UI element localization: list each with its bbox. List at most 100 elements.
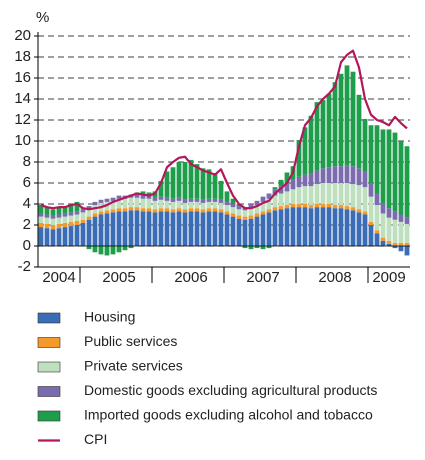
bar-segment: [128, 210, 134, 246]
bar-segment: [110, 197, 116, 201]
bar-segment: [356, 212, 362, 246]
bar-segment: [392, 211, 398, 220]
bar-segment: [242, 216, 248, 220]
bar-segment: [218, 209, 224, 213]
bar-segment: [344, 209, 350, 246]
bar-segment: [182, 199, 188, 203]
bar-segment: [404, 223, 410, 243]
bar-segment: [128, 197, 134, 208]
bar-segment: [44, 214, 50, 218]
bar-segment: [308, 115, 314, 174]
bar-segment: [152, 200, 158, 210]
bar-segment: [140, 211, 146, 246]
bar-segment: [68, 226, 74, 246]
bar-segment: [350, 166, 356, 185]
bar-segment: [86, 206, 92, 210]
bar-segment: [92, 216, 98, 246]
bar-segment: [74, 225, 80, 246]
bar-segment: [368, 225, 374, 246]
bar-segment: [254, 213, 260, 217]
bar-segment: [56, 207, 62, 215]
bar-segment: [152, 209, 158, 213]
bar-segment: [134, 197, 140, 208]
bar-segment: [284, 183, 290, 192]
bar-segment: [194, 208, 200, 212]
bar-segment: [260, 211, 266, 215]
bar-segment: [230, 216, 236, 246]
bar-segment: [248, 204, 254, 209]
bar-segment: [248, 208, 254, 216]
bar-segment: [236, 218, 242, 246]
bar-segment: [320, 168, 326, 183]
bar-segment: [38, 227, 44, 246]
legend-label: Imported goods excluding alcohol and tob…: [84, 407, 373, 423]
bar-segment: [254, 246, 260, 249]
bar-segment: [314, 207, 320, 246]
bar-segment: [92, 213, 98, 217]
bar-segment: [398, 141, 404, 215]
bar-segment: [128, 207, 134, 211]
bar-segment: [206, 169, 212, 199]
bar-segment: [308, 208, 314, 246]
y-tick-label: 12: [14, 111, 31, 128]
bar-segment: [332, 82, 338, 167]
bar-segment: [98, 199, 104, 203]
bar-segment: [404, 217, 410, 224]
bar-segment: [50, 215, 56, 219]
bar-segment: [98, 246, 104, 255]
bar-segment: [260, 196, 266, 202]
bar-segment: [116, 195, 122, 199]
bar-segment: [284, 208, 290, 246]
bar-segment: [290, 204, 296, 208]
bar-segment: [230, 198, 236, 204]
bar-segment: [386, 208, 392, 218]
bar-segment: [200, 202, 206, 210]
bar-segment: [320, 100, 326, 169]
bar-segment: [158, 211, 164, 246]
legend-swatch: [37, 337, 61, 348]
bar-segment: [314, 204, 320, 208]
bar-segment: [296, 176, 302, 188]
bar-segment: [344, 165, 350, 183]
bar-segment: [176, 208, 182, 212]
y-tick-label: 14: [14, 90, 31, 107]
bar-segment: [206, 208, 212, 212]
bar-segment: [326, 167, 332, 183]
y-tick-label: 6: [23, 174, 31, 191]
bar-segment: [56, 217, 62, 224]
bar-segment: [344, 206, 350, 210]
bar-segment: [182, 209, 188, 213]
bar-segment: [284, 205, 290, 209]
bar-segment: [236, 215, 242, 219]
bar-segment: [242, 246, 248, 249]
bar-segment: [104, 198, 110, 202]
bar-segment: [44, 228, 50, 246]
bar-segment: [176, 197, 182, 201]
bar-segment: [104, 213, 110, 246]
bar-segment: [266, 246, 272, 249]
bar-segment: [176, 211, 182, 246]
bar-segment: [278, 209, 284, 246]
bar-segment: [188, 208, 194, 212]
y-tick-label: 16: [14, 69, 31, 86]
bar-segment: [200, 209, 206, 213]
bar-segment: [374, 205, 380, 231]
bar-segment: [122, 246, 128, 251]
legend-label: Public services: [84, 333, 177, 349]
bar-segment: [398, 246, 404, 252]
bar-segment: [92, 246, 98, 253]
bar-segment: [116, 198, 122, 209]
bar-segment: [380, 129, 386, 203]
bar-segment: [110, 246, 116, 255]
bar-segment: [326, 204, 332, 208]
bar-segment: [356, 168, 362, 186]
bar-segment: [290, 189, 296, 204]
bar-segment: [398, 214, 404, 222]
bar-segment: [296, 207, 302, 246]
bar-segment: [134, 210, 140, 246]
legend-label: CPI: [84, 431, 107, 447]
bar-segment: [212, 173, 218, 199]
bar-segment: [38, 213, 44, 217]
bar-segment: [302, 127, 308, 175]
x-tick-label: 2009: [372, 269, 405, 286]
